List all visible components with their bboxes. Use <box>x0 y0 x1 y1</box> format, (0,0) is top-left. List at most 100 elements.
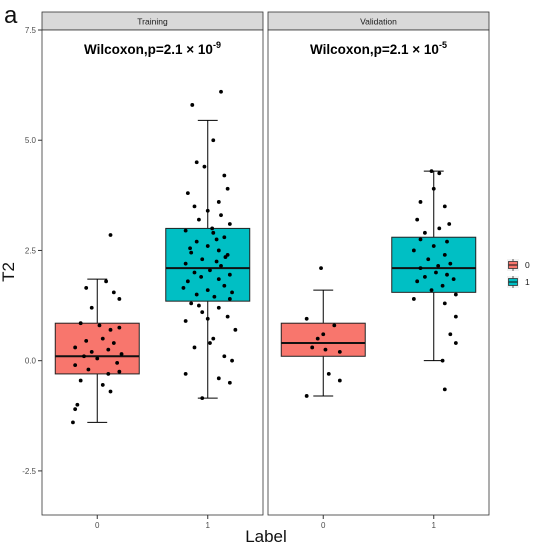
data-point <box>411 297 416 301</box>
data-point <box>214 237 219 242</box>
data-point <box>337 349 342 354</box>
data-point <box>216 305 221 310</box>
data-point <box>210 226 215 231</box>
data-point <box>223 255 228 259</box>
data-point <box>304 394 309 398</box>
data-point <box>321 332 326 337</box>
box-training-0 <box>54 322 140 375</box>
data-point <box>192 204 197 209</box>
data-point <box>216 277 221 282</box>
data-point <box>75 402 80 407</box>
data-point <box>219 263 223 268</box>
data-point <box>448 332 453 337</box>
data-point <box>89 305 94 310</box>
data-point <box>230 290 234 295</box>
data-point <box>431 186 436 191</box>
data-point <box>227 297 232 301</box>
data-point <box>78 321 83 326</box>
data-point <box>200 396 205 401</box>
data-point <box>434 270 438 275</box>
y-tick-label: 5.0 <box>25 136 37 145</box>
legend-entry-0: 0 <box>507 259 530 271</box>
data-point <box>117 369 122 374</box>
data-point <box>227 222 232 226</box>
data-point <box>418 200 423 204</box>
data-point <box>216 376 221 381</box>
data-point <box>73 345 78 350</box>
y-tick-label: 2.5 <box>25 246 37 255</box>
data-point <box>225 186 230 191</box>
data-point <box>205 208 210 213</box>
data-point <box>194 239 199 244</box>
data-point <box>104 279 108 284</box>
data-point <box>197 217 201 222</box>
data-point <box>423 275 427 279</box>
data-point <box>227 272 232 277</box>
data-point <box>202 164 207 169</box>
data-point <box>222 354 227 359</box>
data-point <box>442 252 447 257</box>
data-point <box>445 272 449 277</box>
box-validation-0 <box>280 322 366 357</box>
data-point <box>423 230 427 235</box>
data-point <box>212 294 217 299</box>
data-point <box>82 354 86 359</box>
data-point <box>108 327 113 332</box>
data-point <box>222 235 227 240</box>
data-point <box>194 292 199 297</box>
data-point <box>415 279 420 284</box>
data-point <box>106 347 111 352</box>
data-point <box>208 341 212 345</box>
x-axis-label: Label <box>245 527 287 546</box>
data-point <box>200 257 205 262</box>
y-axis-label: T2 <box>0 262 18 282</box>
data-point <box>73 407 78 412</box>
data-point <box>411 248 416 253</box>
data-point <box>426 257 431 262</box>
data-point <box>78 378 83 383</box>
data-point <box>442 204 447 209</box>
data-point <box>211 138 216 143</box>
data-point <box>84 338 89 343</box>
data-point <box>323 347 328 352</box>
data-point <box>200 310 205 315</box>
data-point <box>185 279 190 284</box>
data-point <box>117 297 122 301</box>
panel-letter: a <box>4 2 18 29</box>
data-point <box>225 314 230 319</box>
data-point <box>84 286 89 290</box>
data-point <box>415 217 420 222</box>
data-point <box>97 323 102 328</box>
legend-label: 0 <box>525 260 530 270</box>
data-point <box>73 363 78 367</box>
data-point <box>216 248 221 253</box>
data-point <box>442 387 447 392</box>
data-point <box>431 244 436 248</box>
legend: 01 <box>507 259 530 288</box>
data-point <box>199 275 204 279</box>
y-tick-label: 0.0 <box>25 357 37 366</box>
data-point <box>183 319 188 323</box>
legend-label: 1 <box>525 277 530 287</box>
data-point <box>100 383 105 387</box>
data-point <box>451 277 456 282</box>
data-point <box>453 292 458 297</box>
data-point <box>418 237 423 242</box>
data-point <box>117 325 122 330</box>
data-point <box>304 316 309 321</box>
y-tick-label: -2.5 <box>22 467 36 476</box>
x-tick-label: 1 <box>432 521 437 530</box>
data-point <box>429 288 434 293</box>
data-point <box>205 316 210 321</box>
x-tick-label: 1 <box>206 521 211 530</box>
x-tick-label: 0 <box>95 521 100 530</box>
data-point <box>319 266 323 270</box>
data-point <box>230 358 234 363</box>
data-point <box>208 268 212 273</box>
data-point <box>211 336 216 341</box>
data-point <box>214 259 219 264</box>
data-point <box>95 356 100 361</box>
data-point <box>190 103 195 107</box>
data-point <box>436 263 441 268</box>
